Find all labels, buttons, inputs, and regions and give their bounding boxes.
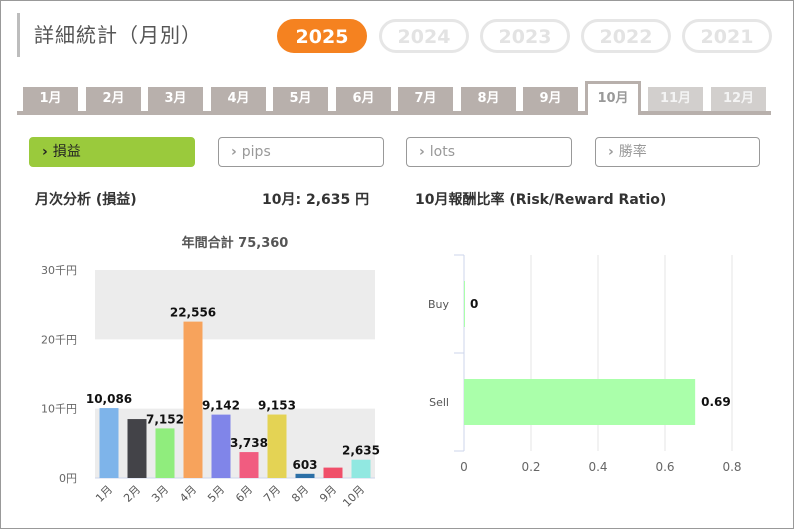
metric-label: pips [241,144,271,160]
bar [464,281,465,327]
year-tab-2024[interactable]: 2024 [379,19,469,53]
month-tab-12[interactable]: 12月 [711,87,766,111]
bar [127,419,147,478]
month-tab-4[interactable]: 4月 [211,87,266,111]
month-tab-1[interactable]: 1月 [23,87,78,111]
bar [267,414,287,478]
y-tick-label: 20千円 [41,333,77,346]
x-tick-label: 9月 [317,483,339,505]
x-tick-label: 0.8 [722,460,741,474]
x-tick-label: 8月 [289,483,311,505]
metric-label: lots [429,144,456,160]
data-label: 0.69 [701,395,731,409]
monthly-pnl-chart: 0円 10千円 20千円 30千円 10,086 1月 2月 7,152 3月 22,556 4月 9… [41,235,380,510]
month-tab-3[interactable]: 3月 [148,87,203,111]
chevron-right-icon: › [42,144,48,160]
y-category-label: Sell [429,396,449,409]
chevron-right-icon: › [608,144,614,160]
page-title: 詳細統計（月別） [17,13,202,57]
data-label: 22,556 [170,306,216,320]
metric-label: 損益 [52,144,81,160]
data-label: 0 [470,297,478,311]
x-tick-label: 0.2 [521,460,540,474]
x-tick-label: 5月 [205,483,227,505]
x-tick-label: 2月 [121,483,143,505]
year-tab-2025[interactable]: 2025 [277,19,367,53]
chevron-right-icon: › [419,144,425,160]
x-tick-label: 0.6 [655,460,674,474]
bar [323,467,343,478]
data-label: 10,086 [86,392,132,406]
x-tick-label: 4月 [177,483,199,505]
chevron-right-icon: › [231,144,237,160]
metric-button-winrate[interactable]: › 勝率 [595,137,760,167]
month-tab-10[interactable]: 10月 [585,81,641,115]
y-tick-label: 0円 [59,472,77,485]
year-tab-2021[interactable]: 2021 [682,19,772,53]
data-label: 603 [292,458,317,472]
bar [155,428,175,478]
rr-ratio-heading: 10月報酬比率 (Risk/Reward Ratio) [415,192,667,208]
y-tick-label: 10千円 [41,403,77,416]
bar [239,452,259,478]
current-month-value: 2,635 円 [305,192,370,208]
month-tab-5[interactable]: 5月 [273,87,328,111]
bar [183,321,203,478]
x-tick-label: 3月 [149,483,171,505]
month-tab-2[interactable]: 2月 [86,87,141,111]
monthly-analysis-heading: 月次分析 (損益) [35,192,137,208]
metric-button-lots[interactable]: › lots [406,137,572,167]
data-label: 9,153 [258,399,296,413]
metric-label: 勝率 [618,144,647,160]
x-tick-label: 6月 [233,483,255,505]
month-tabs-underline [17,111,771,115]
month-tab-9[interactable]: 9月 [523,87,578,111]
month-tab-6[interactable]: 6月 [336,87,391,111]
year-tab-2023[interactable]: 2023 [480,19,570,53]
bar [99,408,119,478]
x-tick-label: 0 [460,460,468,474]
plot-band [95,270,375,340]
metric-button-pnl[interactable]: › 損益 [29,137,195,167]
x-tick-label: 1月 [93,483,115,505]
risk-reward-chart: 0 0.2 0.4 0.6 0.8 Buy 0 Sell 0.69 [428,254,742,474]
month-tab-11[interactable]: 11月 [648,87,703,111]
data-label: 9,142 [202,399,240,413]
y-tick-label: 30千円 [41,264,77,277]
bar [295,473,315,478]
month-tab-8[interactable]: 8月 [461,87,516,111]
data-label: 3,738 [230,436,268,450]
x-tick-label: 7月 [261,483,283,505]
metric-button-pips[interactable]: › pips [218,137,384,167]
bar [464,379,696,425]
bar [211,414,231,478]
x-tick-label: 0.4 [588,460,607,474]
current-month-label: 10月: [262,192,302,208]
bar [351,459,371,478]
current-month-summary: 10月: 2,635 円 [262,189,369,209]
y-category-label: Buy [428,298,450,311]
month-tab-7[interactable]: 7月 [398,87,453,111]
data-label: 2,635 [342,444,380,458]
year-tab-2022[interactable]: 2022 [581,19,671,53]
chart-title: 年間合計 75,360 [182,235,289,251]
x-tick-label: 10月 [340,483,367,510]
data-label: 7,152 [146,412,184,426]
